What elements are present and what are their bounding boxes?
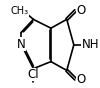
- Text: NH: NH: [82, 38, 99, 51]
- Text: O: O: [76, 4, 86, 17]
- Text: N: N: [17, 37, 25, 51]
- Text: CH₃: CH₃: [10, 6, 28, 16]
- Text: Cl: Cl: [28, 68, 39, 81]
- Text: O: O: [76, 73, 86, 86]
